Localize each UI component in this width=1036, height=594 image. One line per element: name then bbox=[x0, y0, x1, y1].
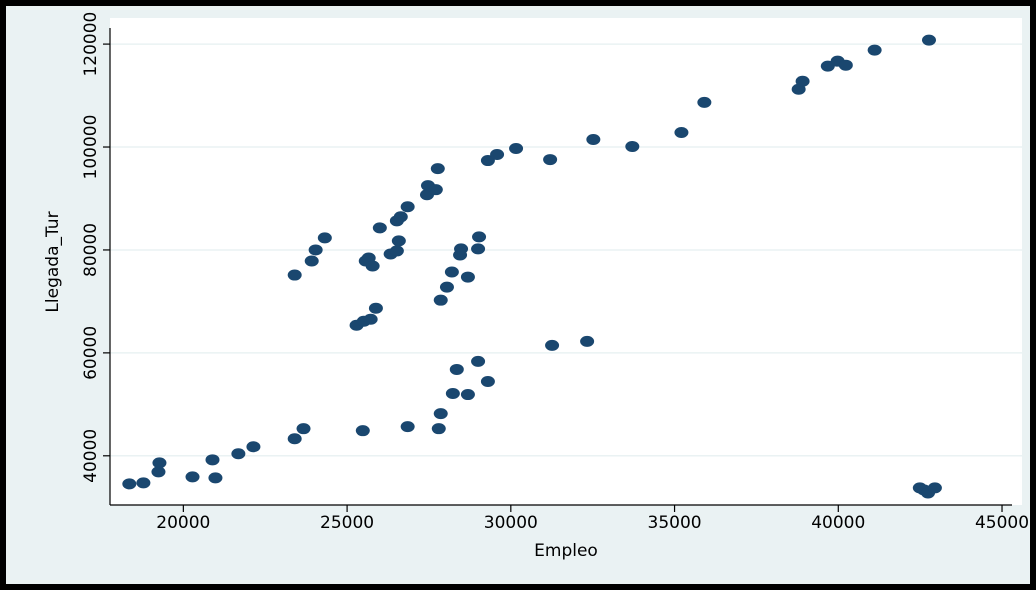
point bbox=[439, 281, 454, 293]
point bbox=[580, 335, 595, 347]
point bbox=[433, 294, 448, 306]
point bbox=[368, 302, 383, 314]
x-tick-label: 40000 bbox=[811, 513, 865, 533]
point bbox=[391, 235, 406, 247]
point bbox=[838, 59, 853, 71]
point bbox=[287, 269, 302, 281]
point bbox=[296, 423, 311, 435]
x-tick-label: 30000 bbox=[484, 513, 538, 533]
point bbox=[472, 231, 487, 243]
point bbox=[428, 184, 443, 196]
point bbox=[460, 389, 475, 401]
point bbox=[317, 232, 332, 244]
point bbox=[480, 155, 495, 167]
y-tick-label: 80000 bbox=[81, 223, 101, 277]
point bbox=[445, 388, 460, 400]
x-axis-title: Empleo bbox=[534, 541, 598, 561]
point bbox=[205, 454, 220, 466]
point bbox=[430, 163, 445, 175]
point bbox=[509, 143, 524, 155]
point bbox=[372, 222, 387, 234]
point bbox=[674, 126, 689, 138]
point bbox=[304, 255, 319, 267]
point bbox=[152, 457, 167, 469]
point bbox=[490, 149, 505, 161]
y-tick-label: 40000 bbox=[81, 429, 101, 483]
point bbox=[393, 211, 408, 223]
y-tick-label: 60000 bbox=[81, 326, 101, 380]
x-tick-label: 25000 bbox=[320, 513, 374, 533]
point bbox=[543, 154, 558, 166]
point bbox=[545, 339, 560, 351]
point bbox=[921, 34, 936, 46]
x-tick-label: 45000 bbox=[975, 513, 1029, 533]
point bbox=[151, 466, 166, 478]
point bbox=[433, 408, 448, 420]
point bbox=[454, 243, 469, 255]
point bbox=[231, 448, 246, 460]
point bbox=[355, 425, 370, 437]
x-tick-label: 20000 bbox=[156, 513, 210, 533]
point bbox=[586, 134, 601, 146]
point bbox=[471, 355, 486, 367]
point bbox=[208, 472, 223, 484]
point bbox=[625, 141, 640, 153]
point bbox=[363, 313, 378, 325]
point bbox=[431, 423, 446, 435]
point bbox=[444, 266, 459, 278]
y-tick-label: 100000 bbox=[81, 115, 101, 180]
point bbox=[389, 245, 404, 257]
point bbox=[927, 482, 942, 494]
point bbox=[287, 433, 302, 445]
point bbox=[449, 363, 464, 375]
point bbox=[365, 260, 380, 272]
point bbox=[697, 96, 712, 108]
plot-area bbox=[110, 18, 1022, 505]
point bbox=[308, 244, 323, 256]
point bbox=[400, 201, 415, 213]
point bbox=[136, 477, 151, 489]
point bbox=[795, 75, 810, 87]
point bbox=[122, 478, 137, 490]
point bbox=[867, 44, 882, 56]
point bbox=[246, 441, 261, 453]
point bbox=[471, 243, 486, 255]
x-tick-label: 35000 bbox=[648, 513, 702, 533]
point bbox=[185, 471, 200, 483]
point bbox=[460, 271, 475, 283]
point bbox=[480, 375, 495, 387]
point bbox=[400, 421, 415, 433]
y-tick-label: 120000 bbox=[81, 12, 101, 77]
y-axis-title: Llegada_Tur bbox=[43, 211, 63, 312]
